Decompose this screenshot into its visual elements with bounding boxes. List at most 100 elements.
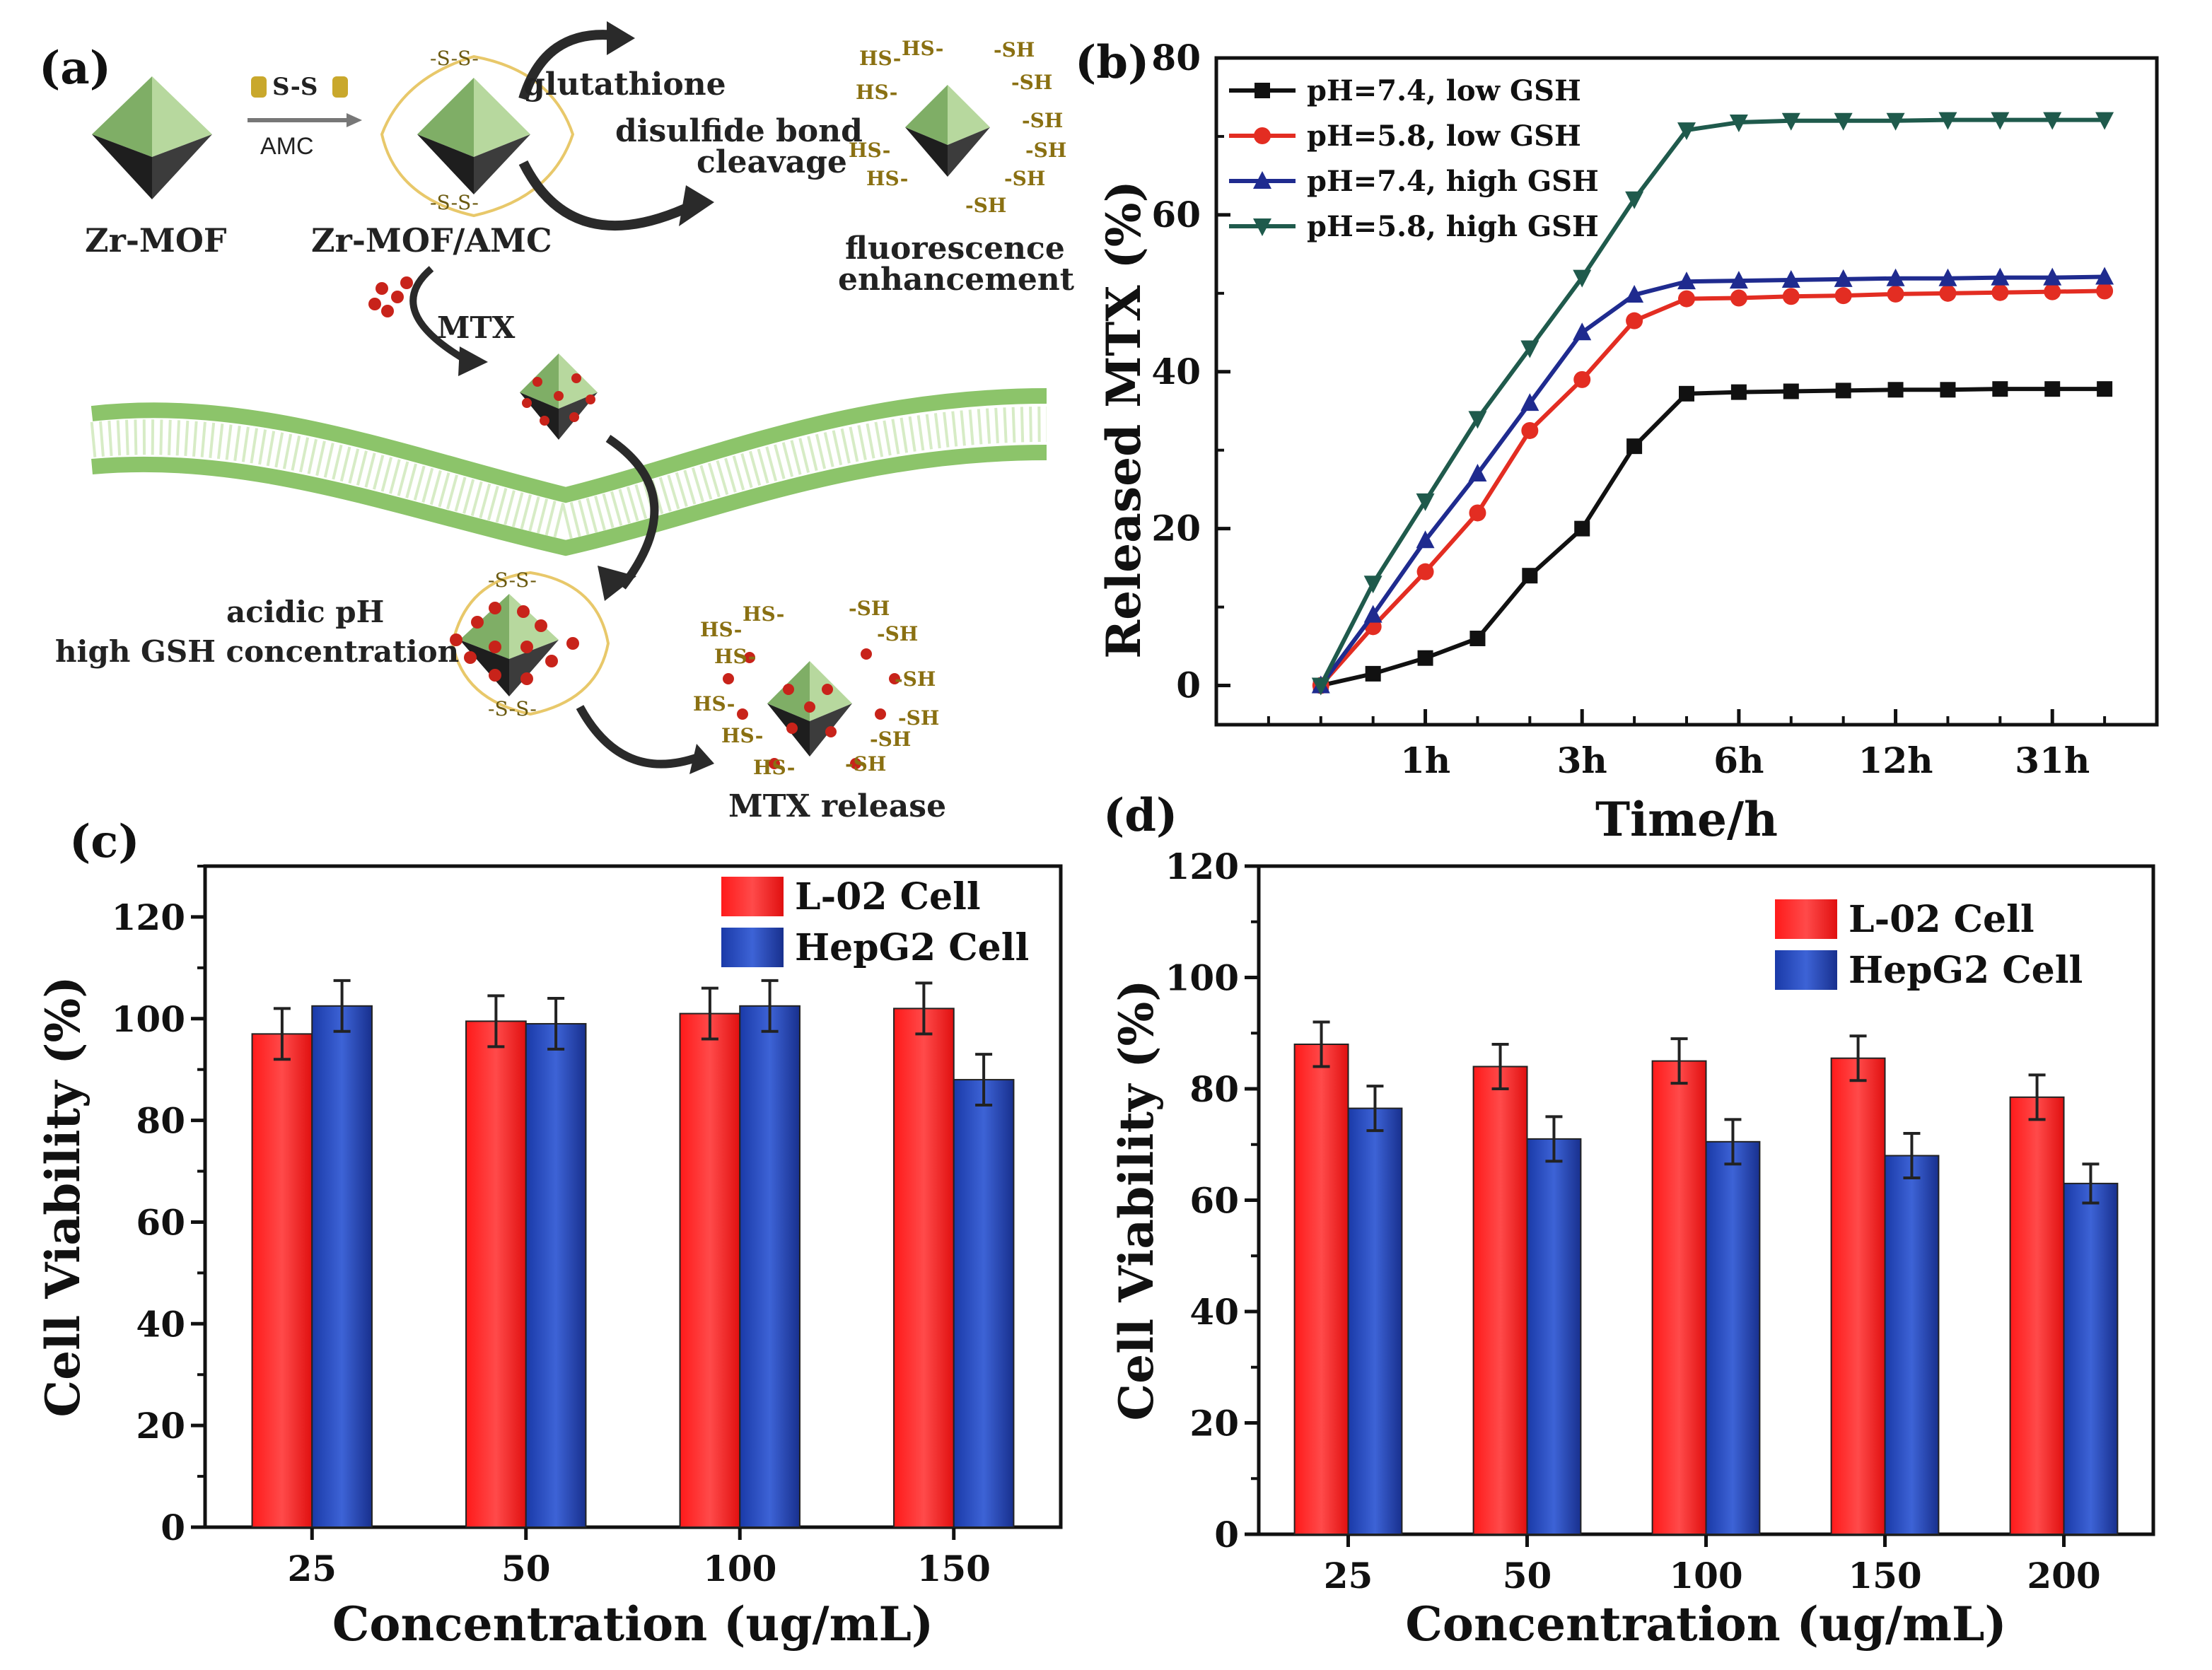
legend-marker — [1254, 127, 1271, 144]
x-tick-label: 25 — [287, 1548, 337, 1589]
y-tick-label: 0 — [1214, 1514, 1239, 1555]
x-axis-title: Concentration (ug/mL) — [332, 1596, 933, 1652]
zr-mof-octahedron — [92, 76, 212, 199]
data-point — [1677, 122, 1696, 141]
bar — [1884, 1155, 1940, 1535]
thiol-labels-release: HS- HS- HS- HS- HS- HS- -SH -SH -SH -SH … — [693, 597, 939, 779]
x-axis-title: Concentration (ug/mL) — [1405, 1596, 2006, 1652]
release-arrowhead — [689, 744, 714, 774]
panel-label-a: (a) — [39, 42, 111, 95]
data-point — [1417, 650, 1433, 666]
cycle-arrow-bottom — [518, 160, 695, 230]
sh-label: -SH — [895, 667, 936, 691]
legend-swatch — [721, 928, 784, 967]
series-line — [1319, 117, 2105, 687]
bar — [525, 1022, 587, 1528]
bar — [2009, 1096, 2065, 1535]
cycle-arrowhead-bottom — [679, 185, 714, 226]
hs-label: HS- — [743, 602, 784, 626]
x-tick-label: 3h — [1557, 740, 1607, 781]
hs-label: HS- — [849, 139, 890, 162]
y-tick-label: 60 — [1151, 194, 1201, 235]
y-tick-label: 40 — [1189, 1291, 1239, 1333]
data-point — [1782, 288, 1800, 305]
mtx-drug-dots — [368, 276, 413, 317]
amc-linker: S-S AMC — [248, 73, 362, 160]
bar — [1472, 1065, 1528, 1535]
y-tick-label: 40 — [136, 1303, 185, 1345]
y-tick-label: 20 — [1151, 508, 1201, 549]
data-point — [1626, 312, 1643, 329]
legend-label: L-02 Cell — [795, 875, 981, 918]
hs-label: HS- — [753, 756, 795, 779]
hs-label: HS- — [714, 645, 756, 668]
data-point — [1887, 285, 1904, 303]
data-point — [2096, 282, 2114, 300]
data-point — [1521, 421, 1539, 439]
data-point — [1834, 112, 1853, 131]
x-tick-label: 50 — [501, 1548, 551, 1589]
bar — [1705, 1140, 1761, 1535]
intracellular-octahedron: -S-S- -S-S- — [450, 568, 610, 720]
y-tick-label: 20 — [1189, 1403, 1239, 1444]
plot-frame — [203, 864, 1063, 1529]
uptake-arrow — [605, 435, 659, 590]
ss-linker-label: S-S — [272, 73, 318, 101]
cycle-arrowhead-top — [607, 21, 635, 55]
sh-label: -SH — [898, 706, 939, 730]
bar — [1293, 1044, 1349, 1535]
release-arrow — [576, 705, 702, 769]
series-line — [1319, 288, 2105, 687]
data-point — [2044, 381, 2061, 397]
data-point — [1468, 411, 1487, 429]
x-tick-label: 6h — [1713, 740, 1764, 781]
sh-label: -SH — [845, 752, 886, 776]
mtx-loading-arrow — [409, 266, 469, 364]
data-point — [1573, 322, 1592, 341]
zr-mof-amc-label: Zr-MOF/AMC — [311, 221, 552, 259]
y-tick-label: 80 — [1151, 37, 1201, 78]
data-point — [2044, 283, 2061, 300]
uptake-arrowhead — [598, 566, 636, 601]
panel-label-c: (c) — [69, 815, 140, 868]
hs-label: HS- — [721, 724, 763, 747]
data-point — [1887, 382, 1904, 398]
y-tick-label: 40 — [1151, 351, 1201, 392]
legend: L-02 Cell HepG2 Cell — [721, 875, 1029, 969]
mtx-release-label: MTX release — [728, 788, 946, 824]
data-point — [1991, 112, 2010, 130]
disulfide-label-1: disulfide bond — [615, 113, 863, 149]
data-point — [1886, 268, 1905, 286]
amc-label: AMC — [260, 133, 314, 160]
data-point — [1469, 504, 1486, 522]
hs-label: HS- — [866, 167, 908, 190]
data-point — [2095, 267, 2114, 285]
x-tick-label: 150 — [917, 1548, 991, 1589]
legend-label: pH=5.8, high GSH — [1307, 210, 1599, 243]
bar — [1651, 1060, 1707, 1535]
data-point — [1363, 605, 1382, 623]
data-point — [1365, 665, 1381, 682]
sh-label: -SH — [965, 194, 1006, 217]
zr-mof-amc-octahedron: -S-S- -S-S- — [380, 47, 575, 218]
legend: pH=7.4, low GSH pH=5.8, low GSH pH=7.4, hi… — [1229, 74, 1599, 243]
disulfide-label-2: cleavage — [697, 144, 847, 180]
hs-label: HS- — [856, 81, 897, 104]
series-3 — [1311, 112, 2114, 696]
y-axis-title: Released MTX (%) — [1096, 180, 1151, 658]
x-tick-label: 31h — [2015, 740, 2090, 781]
legend-label: HepG2 Cell — [1849, 949, 2083, 992]
sh-label: -SH — [877, 622, 918, 646]
data-point — [1677, 271, 1696, 290]
data-point — [2043, 112, 2062, 130]
y-tick-label: 0 — [161, 1507, 185, 1548]
legend-marker — [1253, 171, 1271, 189]
hs-label: HS- — [859, 47, 901, 70]
data-point — [1886, 112, 1905, 131]
y-tick-label: 20 — [136, 1405, 185, 1447]
data-point — [1939, 284, 1957, 302]
bar — [1347, 1107, 1403, 1535]
data-point — [2097, 381, 2113, 397]
data-point — [1730, 384, 1747, 400]
data-point — [1992, 381, 2008, 397]
